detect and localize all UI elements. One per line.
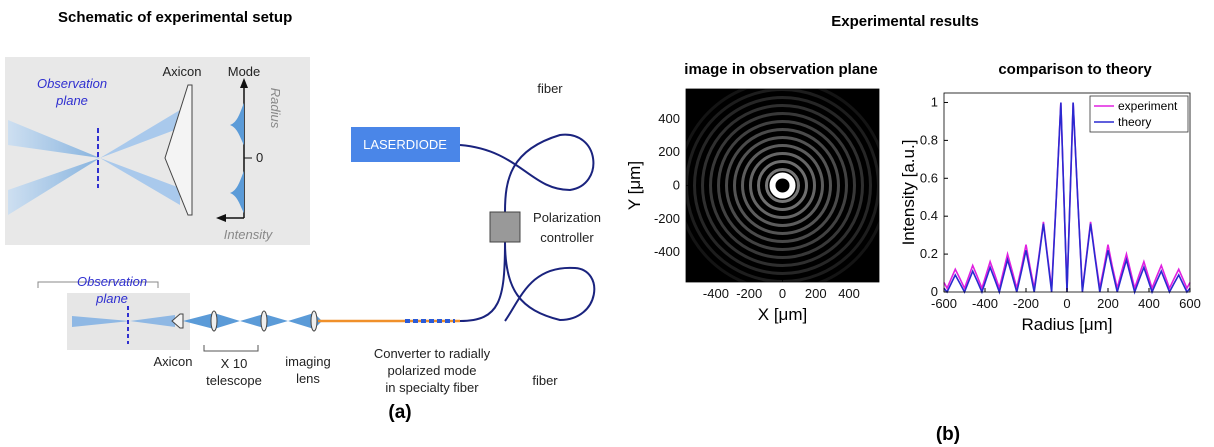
- chart-title: image in observation plane: [684, 61, 877, 78]
- y-tick-label: -200: [654, 211, 680, 226]
- y-tick-label: 400: [658, 111, 680, 126]
- panel-label: (a): [388, 402, 411, 423]
- label: Radius: [268, 88, 283, 129]
- x-tick-label: -200: [1013, 296, 1039, 311]
- x-tick-label: 200: [1097, 296, 1119, 311]
- y-tick-label: 200: [658, 144, 680, 159]
- legend-label: experiment: [1118, 99, 1178, 113]
- x-tick-label: 0: [779, 286, 786, 301]
- y-tick-label: 1: [931, 94, 938, 109]
- label: Axicon: [162, 64, 201, 79]
- x-tick-label: 200: [805, 286, 827, 301]
- heading: Experimental results: [831, 13, 979, 30]
- x-axis-label: Radius [μm]: [1021, 315, 1112, 334]
- label: 0: [256, 150, 263, 165]
- x-tick-label: -200: [736, 286, 762, 301]
- y-tick-label: 0: [931, 284, 938, 299]
- y-tick-label: 0.6: [920, 170, 938, 185]
- y-tick-label: 0.2: [920, 246, 938, 261]
- y-tick-label: 0: [673, 178, 680, 193]
- legend-label: theory: [1118, 115, 1151, 129]
- x-tick-label: 400: [1138, 296, 1160, 311]
- chart-title: comparison to theory: [998, 61, 1152, 78]
- x-tick-label: 600: [1179, 296, 1201, 311]
- x-axis-label: X [μm]: [758, 305, 807, 324]
- x-tick-label: -400: [703, 286, 729, 301]
- y-axis-label: Intensity [a.u.]: [899, 140, 918, 246]
- y-tick-label: -400: [654, 244, 680, 259]
- y-tick-label: 0.8: [920, 132, 938, 147]
- label: fiber: [537, 81, 563, 96]
- label: Mode: [228, 64, 261, 79]
- y-tick-label: 0.4: [920, 208, 938, 223]
- x-tick-label: -400: [972, 296, 998, 311]
- label: LASERDIODE: [363, 137, 447, 152]
- y-axis-label: Y [μm]: [625, 161, 644, 210]
- label: fiber: [532, 373, 558, 388]
- x-tick-label: 400: [838, 286, 860, 301]
- label: Axicon: [153, 354, 192, 369]
- x-tick-label: 0: [1063, 296, 1070, 311]
- figure: Schematic of experimental setup Experime…: [0, 0, 1214, 447]
- label: Intensity: [224, 227, 274, 242]
- heading: Schematic of experimental setup: [58, 9, 292, 26]
- panel-label: (b): [936, 424, 960, 445]
